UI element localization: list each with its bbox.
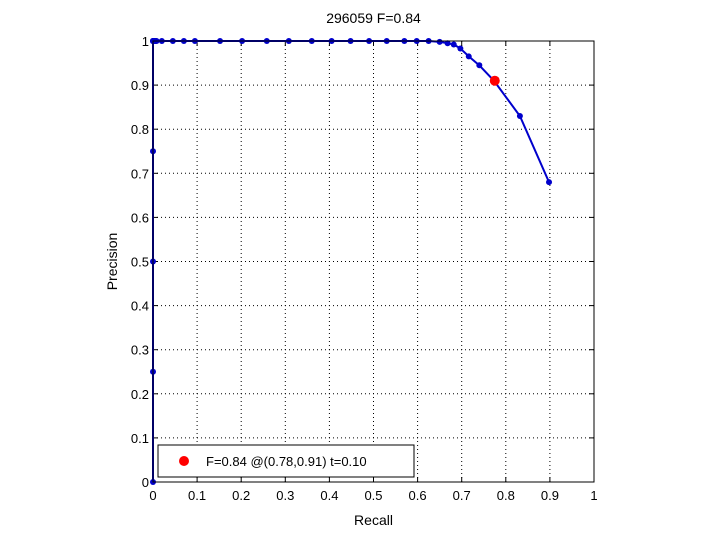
y-tick-label: 0.3 [131, 343, 149, 358]
legend: F=0.84 @(0.78,0.91) t=0.10 [157, 444, 415, 478]
data-point [516, 112, 523, 119]
y-axis-label: Precision [104, 233, 120, 291]
x-tick-label: 0 [149, 488, 156, 503]
data-point [436, 38, 443, 45]
legend-box [157, 444, 415, 478]
best-f-point [489, 75, 500, 86]
x-tick-label: 0.3 [276, 488, 294, 503]
y-tick-label: 0.7 [131, 166, 149, 181]
x-tick-label: 0.8 [497, 488, 515, 503]
y-tick-label: 0.9 [131, 78, 149, 93]
x-tick-label: 0.6 [409, 488, 427, 503]
grid [153, 41, 594, 482]
x-tick-label: 0.1 [188, 488, 206, 503]
x-tick-label: 0.4 [320, 488, 338, 503]
data-point [444, 40, 451, 47]
chart-title: 296059 F=0.84 [326, 10, 421, 26]
plot-border [152, 40, 595, 483]
x-tick-label: 0.7 [453, 488, 471, 503]
data-point [457, 45, 464, 52]
data-point [450, 41, 457, 48]
legend-marker [179, 456, 189, 466]
y-tick-label: 0.2 [131, 387, 149, 402]
x-tick-label: 0.2 [232, 488, 250, 503]
tick-labels: 0 0.1 0.2 0.3 0.4 0.5 0.6 0.7 0.8 0.9 1 0 0.1 0.2 0.3 0… [131, 34, 598, 503]
y-tick-label: 0.6 [131, 210, 149, 225]
y-tick-label: 0.1 [131, 431, 149, 446]
y-tick-label: 0.8 [131, 122, 149, 137]
y-tick-label: 0 [142, 475, 149, 490]
x-axis-label: Recall [354, 512, 393, 528]
y-tick-label: 0.5 [131, 255, 149, 270]
y-tick-label: 0.4 [131, 299, 149, 314]
highlight-layer [489, 75, 500, 86]
data-point [546, 179, 553, 186]
data-point [476, 62, 483, 69]
data-point [465, 53, 472, 60]
x-tick-label: 1 [590, 488, 597, 503]
x-tick-label: 0.9 [541, 488, 559, 503]
y-tick-label: 1 [142, 34, 149, 49]
x-tick-label: 0.5 [364, 488, 382, 503]
legend-label: F=0.84 @(0.78,0.91) t=0.10 [206, 454, 367, 469]
